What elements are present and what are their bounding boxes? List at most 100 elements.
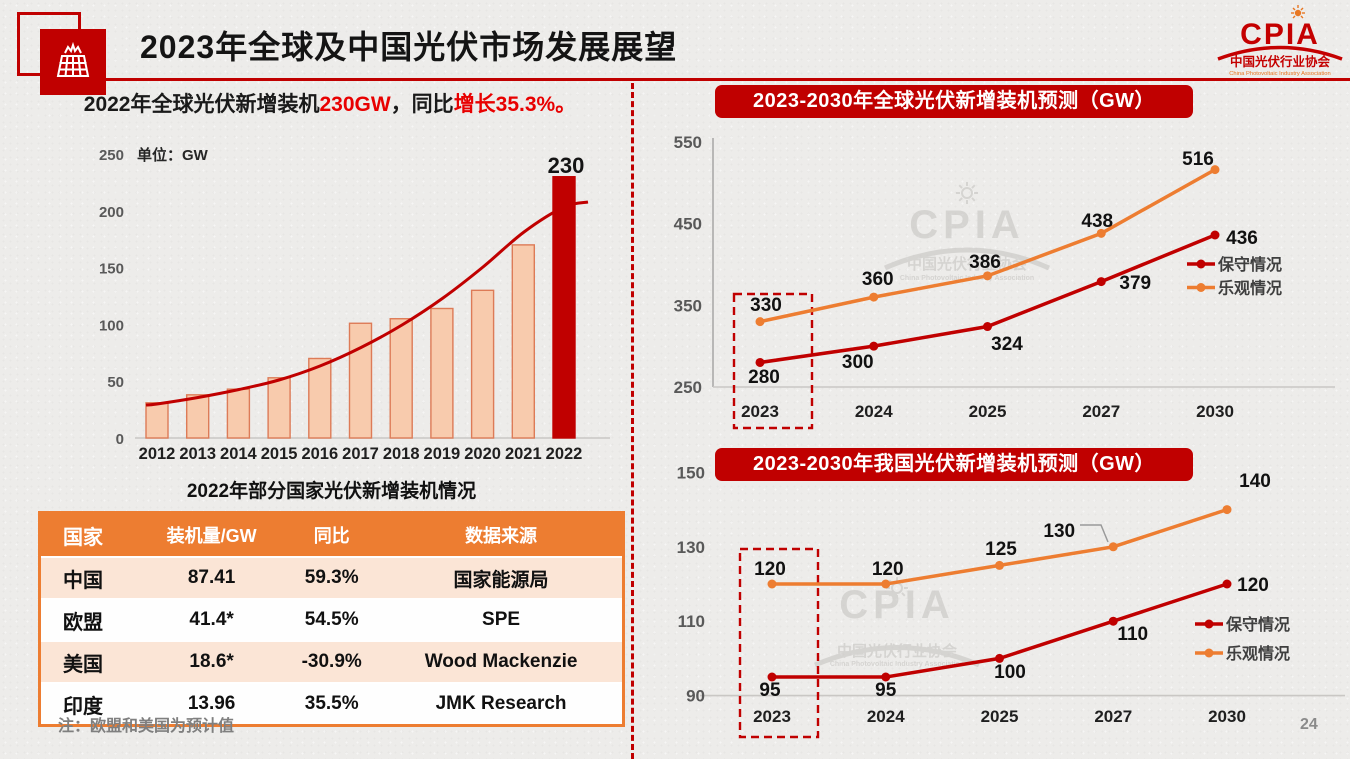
y-axis-tick: 450 xyxy=(674,215,702,234)
header-divider-line xyxy=(85,78,1350,81)
bar xyxy=(552,176,576,439)
page-title: 2023年全球及中国光伏市场发展展望 xyxy=(140,29,678,65)
trend-line xyxy=(145,200,589,407)
table-title: 2022年部分国家光伏新增装机情况 xyxy=(186,481,477,502)
data-label: 95 xyxy=(759,680,781,701)
data-point xyxy=(1210,230,1220,240)
watermark-cn: 中国光伏行业协会 xyxy=(837,642,957,660)
x-axis-tick: 2013 xyxy=(179,445,216,463)
data-point xyxy=(767,579,777,589)
bar xyxy=(145,402,169,439)
bar xyxy=(267,377,291,439)
data-point xyxy=(881,672,891,682)
table-cell: 美国 xyxy=(39,640,140,683)
data-point xyxy=(869,292,879,302)
svg-text:China Photovoltaic Industry As: China Photovoltaic Industry Association xyxy=(1229,71,1331,77)
data-point xyxy=(983,322,992,332)
x-axis-tick: 2023 xyxy=(741,402,779,421)
table-cell: 41.4* xyxy=(139,598,284,641)
logo-swoosh xyxy=(1217,45,1343,61)
x-axis-tick: 2025 xyxy=(969,402,1007,421)
data-point xyxy=(767,672,777,682)
vertical-dashed-divider xyxy=(631,83,634,759)
table-cell: 印度 xyxy=(39,682,140,726)
footnote: 注：欧盟和美国为预计值 xyxy=(58,718,235,735)
legend-label: 保守情况 xyxy=(1225,615,1290,634)
svg-text:中国光伏行业协会: 中国光伏行业协会 xyxy=(1230,54,1331,69)
x-axis-tick: 2021 xyxy=(505,445,542,463)
data-point xyxy=(995,653,1004,663)
legend-label: 乐观情况 xyxy=(1226,644,1290,663)
y-axis-tick: 200 xyxy=(99,204,124,221)
x-axis-tick: 2024 xyxy=(855,402,893,421)
data-label: 386 xyxy=(969,252,1001,273)
x-axis-tick: 2015 xyxy=(261,445,298,463)
table-cell: 18.6* xyxy=(139,640,284,683)
data-point xyxy=(869,341,879,351)
bar xyxy=(185,394,210,439)
data-label: 379 xyxy=(1119,273,1151,294)
headline-text: 2022年全球光伏新增装机 xyxy=(83,93,320,116)
data-label: 110 xyxy=(1117,624,1148,645)
bar xyxy=(308,357,332,439)
data-label: 324 xyxy=(991,334,1023,355)
legend-marker xyxy=(1196,283,1206,292)
highlight-2023-box xyxy=(732,292,814,430)
x-axis-tick: 2024 xyxy=(867,707,905,726)
data-point xyxy=(1108,542,1118,552)
watermark-acronym: CPIA xyxy=(909,203,1025,247)
y-axis-tick: 350 xyxy=(674,296,702,315)
x-axis-tick: 2014 xyxy=(220,445,258,463)
data-label: 120 xyxy=(1237,575,1269,596)
bar xyxy=(511,244,535,439)
headline-text2: ，同比 xyxy=(390,93,454,116)
data-label: 280 xyxy=(748,367,780,388)
x-axis-tick: 2020 xyxy=(464,445,501,463)
table-cell: Wood Mackenzie xyxy=(380,640,624,683)
table-header-cell: 数据来源 xyxy=(380,512,624,557)
global-forecast-banner: 2023-2030年全球光伏新增装机预测（GW） xyxy=(715,85,1193,118)
table-row: 中国 87.41 59.3% 国家能源局 xyxy=(39,556,624,599)
x-axis-tick: 2030 xyxy=(1196,402,1234,421)
global-annual-installs-bar-chart: 250 200 150 100 50 0 单位：GW 2012 2013 2014 2015 2016… xyxy=(99,146,610,463)
table-header-cell: 装机量/GW xyxy=(139,512,284,557)
table-header-cell: 国家 xyxy=(39,512,140,557)
watermark-sun-icon xyxy=(961,187,973,199)
table-cell: 中国 xyxy=(39,556,140,599)
data-label: 130 xyxy=(1043,521,1075,542)
table-cell: SPE xyxy=(380,598,624,641)
table-cell: JMK Research xyxy=(380,682,624,726)
data-point xyxy=(995,560,1004,570)
data-point xyxy=(755,317,765,327)
bar xyxy=(348,322,373,439)
data-label: 360 xyxy=(862,269,894,290)
legend-marker xyxy=(1204,619,1214,629)
y-axis-tick: 100 xyxy=(99,317,124,334)
y-axis-tick: 110 xyxy=(678,612,705,631)
data-point xyxy=(1096,228,1106,238)
data-point xyxy=(755,357,765,367)
data-label: 120 xyxy=(754,559,786,580)
data-point xyxy=(1222,579,1232,589)
x-axis-tick: 2017 xyxy=(342,445,379,463)
cpia-logo: CPIA 中国光伏行业协会 China Photovoltaic Industr… xyxy=(1217,5,1343,77)
x-axis-tick: 2022 xyxy=(546,445,583,463)
x-axis-tick: 2023 xyxy=(753,707,791,726)
solar-panel-icon xyxy=(40,29,106,95)
data-label: 100 xyxy=(994,662,1026,683)
table-row: 印度 13.96 35.5% JMK Research xyxy=(39,682,624,726)
legend-label: 乐观情况 xyxy=(1218,279,1282,298)
bar xyxy=(430,307,454,439)
data-point xyxy=(1096,277,1106,287)
headline-highlight-230gw: 230GW xyxy=(319,93,391,116)
table-cell: 国家能源局 xyxy=(380,556,624,599)
x-axis-tick: 2030 xyxy=(1208,707,1246,726)
y-axis-tick: 90 xyxy=(686,687,705,706)
country-installs-table: 国家 装机量/GW 同比 数据来源 中国 87.41 59.3% 国家能源局 欧盟 41.4* 5… xyxy=(38,511,625,727)
watermark-acronym: CPIA xyxy=(839,583,955,627)
table-cell: 87.41 xyxy=(139,556,284,599)
